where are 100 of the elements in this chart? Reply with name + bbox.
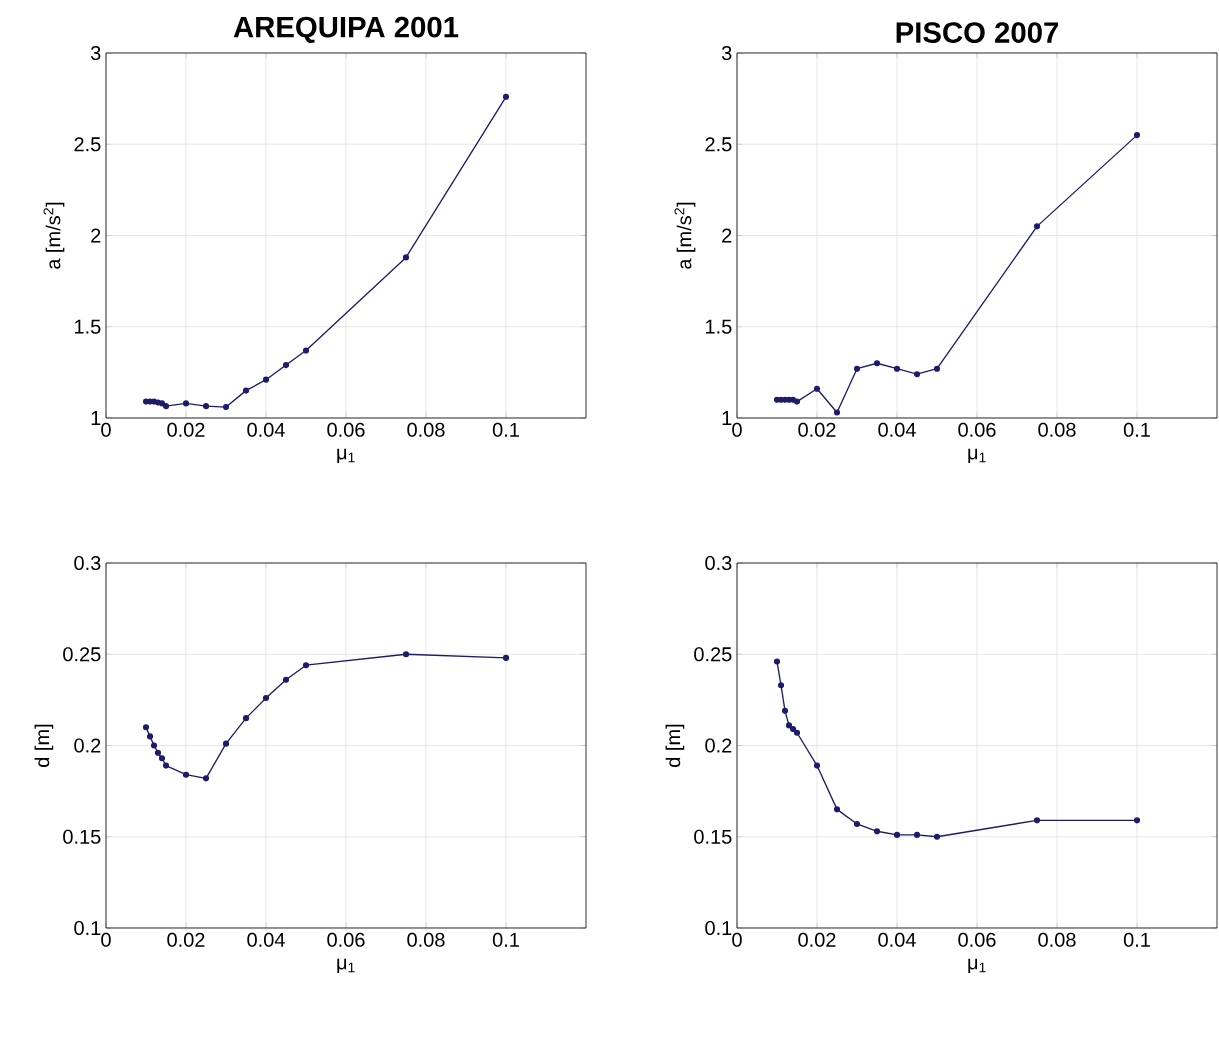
y-tick-label: 2: [91, 228, 101, 243]
point: [162, 403, 170, 410]
y-tick-label: 1: [91, 411, 101, 425]
point: [933, 833, 941, 840]
y-tick-label: 0.1: [74, 920, 101, 936]
y-tick-label: 2.5: [705, 137, 732, 152]
point: [933, 365, 941, 372]
x-tick-label: 0.02: [167, 422, 205, 437]
point: [777, 682, 785, 689]
x-tick-label: 0.04: [247, 422, 285, 437]
x-tick-label: 0.06: [958, 422, 996, 437]
point: [781, 707, 789, 714]
y-tick-label: 0.3: [705, 555, 732, 571]
point: [502, 654, 510, 661]
point: [222, 740, 230, 747]
point: [282, 362, 290, 369]
y-tick-label: 0.1: [705, 920, 732, 936]
x-axis-title: μ$_{1}$: [337, 448, 355, 464]
x-tick-label: 0.06: [327, 422, 365, 437]
y-tick-label: 3: [90, 45, 101, 61]
point: [913, 371, 921, 378]
x-tick-label: 0: [101, 422, 111, 437]
point: [182, 771, 190, 778]
point: [402, 651, 410, 658]
chart-title: AREQUIPA 2001: [233, 16, 459, 43]
y-tick-label: 0.25: [694, 647, 732, 662]
x-axis-title: μ$_{1}$: [968, 958, 986, 974]
x-tick-label: 0.1: [492, 422, 519, 437]
x-tick-label: 0.02: [167, 932, 205, 947]
y-tick-label: 1.5: [75, 319, 101, 334]
point: [142, 724, 150, 731]
y-tick-label: 1.5: [706, 319, 732, 334]
x-tick-label: 0.08: [407, 422, 445, 437]
chart-title: PISCO 2007: [896, 22, 1059, 43]
point: [1033, 817, 1041, 824]
point: [302, 347, 310, 354]
point: [242, 387, 250, 394]
y-tick-label: 1: [722, 411, 732, 425]
y-tick-label: 0.25: [63, 647, 101, 662]
x-tick-label: 0.06: [958, 932, 996, 947]
x-tick-label: 0.1: [1123, 932, 1150, 947]
point: [1133, 817, 1141, 824]
point: [158, 755, 166, 762]
point: [222, 403, 230, 411]
point: [853, 820, 861, 828]
y-tick-label: 2: [722, 228, 732, 243]
y-tick-label: 0.15: [63, 829, 101, 844]
x-tick-label: 0.02: [798, 422, 836, 437]
point: [853, 365, 861, 372]
x-tick-label: 0.1: [1123, 422, 1150, 437]
x-tick-label: 0: [101, 932, 111, 947]
point: [1033, 223, 1041, 230]
y-axis-title: d [m]: [34, 724, 54, 767]
point: [873, 828, 881, 835]
point: [813, 762, 821, 769]
x-tick-label: 0: [732, 422, 742, 437]
point: [402, 254, 410, 261]
point: [150, 742, 158, 749]
y-tick-label: 0.3: [74, 555, 101, 571]
point: [262, 376, 270, 383]
point: [154, 749, 162, 756]
point: [202, 403, 210, 410]
point: [502, 93, 510, 100]
point: [158, 400, 166, 407]
y-tick-label: 0.15: [694, 829, 732, 844]
x-tick-label: 0.08: [407, 932, 445, 947]
point: [146, 733, 154, 740]
y-tick-label: 3: [721, 45, 732, 61]
point: [162, 762, 170, 769]
point: [833, 409, 841, 416]
x-tick-label: 0.08: [1038, 422, 1076, 437]
point: [202, 775, 210, 782]
y-axis-title: a [m/s$^{2}$]: [674, 202, 696, 269]
point: [182, 400, 190, 407]
point: [893, 365, 901, 372]
point: [789, 396, 797, 403]
point: [913, 831, 921, 838]
point: [893, 831, 901, 838]
point: [773, 658, 781, 665]
x-axis-title: μ$_{1}$: [968, 448, 986, 464]
y-axis-title: a [m/s$^{2}$]: [43, 202, 65, 269]
point: [873, 360, 881, 367]
y-axis-title: d [m]: [665, 724, 685, 767]
point: [793, 729, 801, 736]
y-tick-label: 0.2: [74, 738, 101, 753]
y-tick-label: 2.5: [74, 137, 101, 152]
y-tick-label: 0.2: [705, 738, 732, 753]
point: [789, 726, 797, 733]
point: [785, 722, 793, 729]
point: [242, 715, 250, 722]
point: [833, 806, 841, 813]
point: [793, 398, 801, 405]
x-tick-label: 0.1: [492, 932, 519, 947]
point: [813, 385, 821, 392]
point: [282, 676, 290, 683]
point: [1133, 132, 1141, 139]
x-tick-label: 0: [732, 932, 742, 947]
x-tick-label: 0.04: [878, 932, 916, 947]
x-tick-label: 0.04: [878, 422, 916, 437]
point: [262, 694, 270, 702]
